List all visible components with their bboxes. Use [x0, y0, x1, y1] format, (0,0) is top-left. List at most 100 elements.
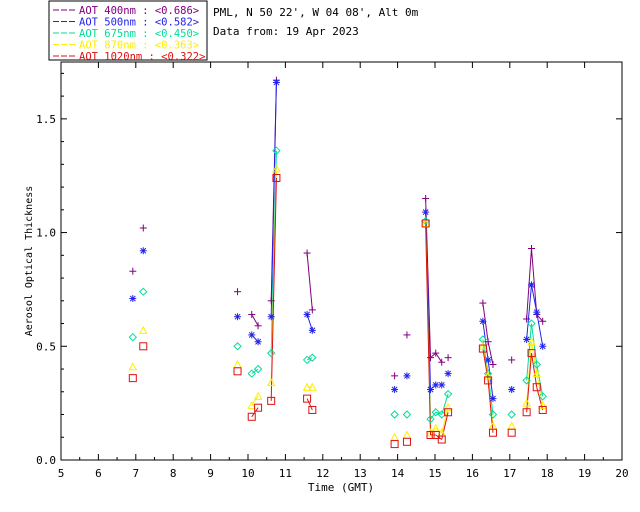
data-point-triangle [478, 341, 488, 350]
data-point-asterisk [308, 326, 316, 334]
x-tick-label: 9 [207, 467, 214, 480]
series-markers [128, 76, 548, 449]
data-point-diamond [538, 392, 547, 401]
data-point-square [478, 344, 487, 353]
data-point-diamond [139, 287, 148, 296]
x-axis-ticks: 5 6 7 8 9 10 11 12 13 14 15 16 17 18 19 20 [58, 62, 629, 480]
legend-items: AOT 400nm : <0.686>AOT 500nm : <0.582>AO… [53, 5, 205, 63]
data-point-triangle [507, 421, 517, 430]
y-axis-label: Aerosol Optical Thickness [24, 186, 35, 337]
series-line-segment [251, 407, 259, 418]
data-point-asterisk [303, 310, 311, 318]
series-line-segment [526, 341, 532, 404]
data-point-plus [254, 322, 262, 330]
data-point-diamond [443, 389, 453, 399]
series-line-segment [306, 252, 313, 310]
data-point-triangle [128, 362, 138, 371]
x-tick-label: 20 [615, 467, 628, 480]
data-point-asterisk [527, 281, 535, 289]
data-point-square [233, 367, 242, 376]
series-line-segment [441, 412, 449, 440]
data-point-square [507, 428, 516, 437]
data-point-diamond [507, 410, 516, 419]
legend-entry: AOT 675nm : <0.450> [79, 28, 199, 40]
data-point-plus [422, 194, 430, 202]
series-lines [251, 80, 544, 440]
series-line-segment [441, 407, 449, 433]
data-point-square [303, 394, 312, 403]
legend-entry: AOT 500nm : <0.582> [79, 17, 199, 29]
legend: AOT 400nm : <0.686>AOT 500nm : <0.582>AO… [48, 0, 208, 63]
data-point-plus [539, 317, 547, 325]
data-point-asterisk [248, 331, 256, 339]
x-tick-label: 11 [279, 467, 292, 480]
data-point-plus [527, 244, 535, 252]
x-tick-label: 14 [391, 467, 405, 480]
data-point-asterisk [489, 395, 497, 403]
data-point-triangle [443, 403, 453, 412]
data-point-square [267, 396, 276, 405]
data-point-diamond [272, 146, 281, 155]
data-point-square [444, 408, 453, 417]
data-point-asterisk [539, 342, 547, 350]
data-point-square [532, 383, 541, 392]
x-tick-label: 6 [95, 467, 102, 480]
x-tick-label: 15 [428, 467, 441, 480]
data-point-asterisk [403, 372, 411, 380]
data-point-square [426, 430, 435, 439]
data-point-asterisk [129, 295, 137, 303]
data-point-triangle [527, 337, 536, 346]
data-point-plus [391, 372, 399, 380]
y-tick-label: 1.0 [36, 227, 56, 240]
data-point-plus [427, 354, 435, 362]
data-point-plus [129, 267, 137, 275]
data-point-diamond [308, 353, 317, 362]
series-line-segment [306, 398, 313, 411]
series-line-segment [526, 248, 532, 320]
data-point-asterisk [444, 370, 452, 378]
data-point-triangle [522, 398, 531, 407]
data-point-asterisk [422, 208, 430, 216]
data-point-asterisk [523, 335, 531, 343]
data-point-plus [432, 349, 440, 357]
data-point-square [538, 405, 547, 414]
data-point-diamond [402, 410, 412, 419]
data-point-diamond [253, 364, 263, 374]
data-point-asterisk [272, 78, 280, 86]
data-point-square [527, 349, 536, 358]
data-point-square [421, 219, 430, 228]
data-point-square [484, 376, 493, 385]
series-line-segment [526, 353, 532, 413]
data-point-plus [479, 299, 487, 307]
series-line-segment [425, 223, 432, 435]
series-line-segment [435, 352, 443, 363]
series-line-segment [270, 177, 277, 401]
data-point-triangle [247, 400, 257, 409]
data-point-plus [444, 354, 452, 362]
series-line-segment [430, 352, 437, 359]
data-point-square [437, 435, 446, 444]
data-point-diamond [522, 376, 531, 385]
series-line-segment [530, 353, 538, 388]
x-tick-label: 13 [354, 467, 367, 480]
series-line-segment [526, 323, 532, 381]
x-tick-label: 10 [241, 467, 254, 480]
data-point-plus [489, 360, 497, 368]
series-line-segment [482, 348, 489, 381]
data-point-square [488, 428, 497, 437]
chart-title: PML, N 50 22', W 04 08', Alt 0m [213, 6, 419, 19]
data-point-square [402, 437, 411, 446]
y-tick-label: 0.5 [36, 340, 56, 353]
data-point-asterisk [533, 308, 541, 316]
data-point-plus [523, 315, 531, 323]
data-point-asterisk [438, 381, 446, 389]
legend-frame [48, 0, 208, 61]
data-point-square [431, 430, 440, 439]
data-point-triangle [253, 391, 263, 400]
data-point-plus [139, 224, 147, 232]
data-point-triangle [483, 371, 493, 380]
data-point-triangle [138, 325, 148, 334]
series-line-segment [526, 284, 532, 340]
x-tick-label: 7 [132, 467, 139, 480]
data-point-square [247, 412, 256, 421]
